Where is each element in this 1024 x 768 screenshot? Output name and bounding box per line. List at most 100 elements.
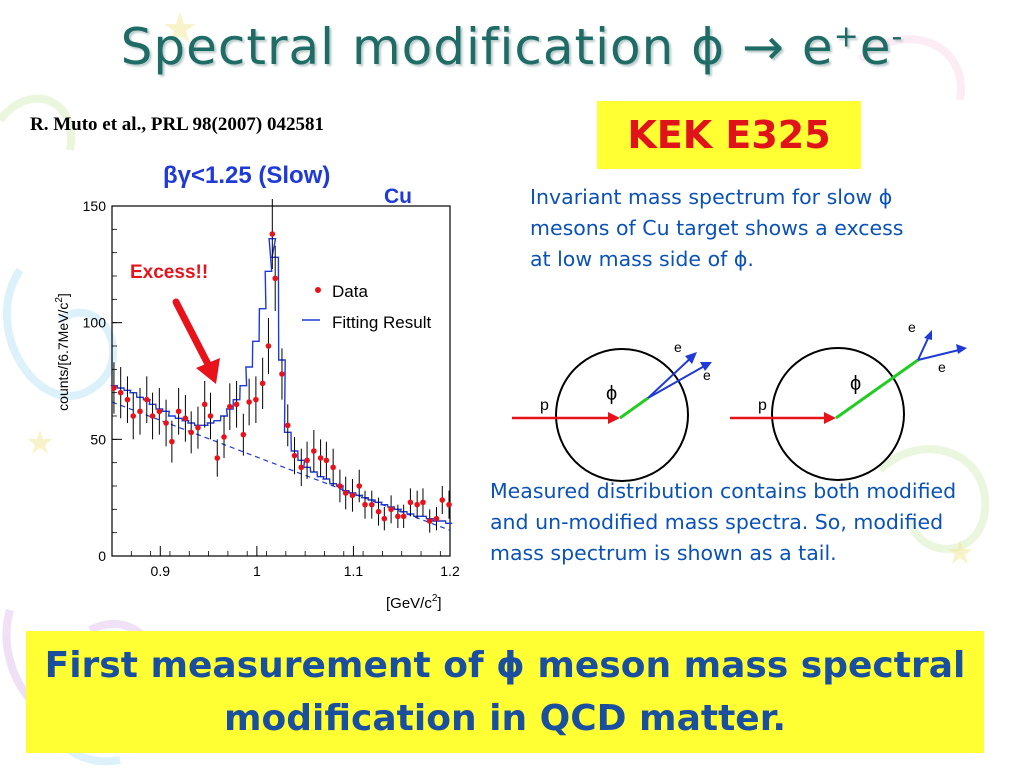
plot-frame [111,205,451,557]
y-axis-label-superscript: 2 [54,297,65,303]
electron-arrowhead-left-2 [700,362,712,371]
data-point [201,401,208,408]
data-point [253,396,259,403]
data-point [284,422,291,429]
phi-track-right [835,358,919,420]
data-point [311,448,317,454]
data-point [182,415,189,422]
data-point [375,508,382,515]
proton-arrowhead-right [824,412,836,424]
phi-label-right: ϕ [850,373,861,395]
data-point [291,452,298,459]
data-point [195,424,201,431]
title-text-e: e [859,18,892,76]
data-point [269,231,276,237]
data-point [169,438,175,445]
data-point [433,515,440,522]
data-point [259,380,266,387]
data-point [246,399,252,405]
data-point [368,501,375,508]
electron-label-right-2: e [938,359,946,375]
electron-arrowhead-right-1 [924,330,932,340]
legend-fit-label: Fitting Result [332,313,431,332]
reference-citation: R. Muto et al., PRL 98(2007) 042581 [30,114,324,135]
data-point [240,431,247,438]
excess-annotation: Excess!! [130,262,208,283]
data-point [279,371,285,377]
data-point [130,413,137,419]
legend-data-label: Data [332,282,368,301]
electron-track-right-2 [917,348,964,361]
data-point [143,396,150,403]
x-tick-label: 1.1 [344,563,364,579]
y-tick-label: 100 [83,315,107,331]
data-point [149,413,156,419]
y-tick-label: 0 [98,548,106,564]
slide-title: Spectral modification ϕ → e+e- [0,18,1024,76]
electron-label-right-1: e [908,319,916,335]
data-point [137,408,143,415]
experiment-badge: KEK E325 [597,101,861,169]
data-point [272,275,279,282]
proton-arrowhead-left [608,412,620,424]
data-point [304,457,310,464]
data-point [221,434,227,440]
data-point [420,499,426,506]
condition-label: βγ<1.25 (Slow) [163,162,330,189]
fit-curve [110,238,453,524]
x-axis-label-superscript: 2 [432,593,438,604]
electron-track-left-2 [647,363,709,399]
x-axis-label-end: ] [437,595,441,612]
proton-label-left: p [540,397,549,414]
title-text: Spectral modification ϕ → e [120,18,834,76]
proton-label-right: p [758,397,767,414]
nucleus-circle-right [771,347,905,481]
data-point [214,455,221,461]
description-bottom: Measured distribution contains both modi… [490,479,957,565]
data-point [426,518,433,524]
phi-label-left: ϕ [606,383,617,405]
x-axis-label-text: [GeV/c [386,595,432,612]
data-point [446,501,452,508]
data-point [227,403,233,410]
data-point [317,455,324,461]
excess-arrow-head [196,358,220,384]
data-point [323,457,330,464]
electron-arrowhead-right-2 [956,344,967,354]
nucleus-circle-left [555,348,689,482]
data-point [175,408,182,415]
diagram-decay-inside: p ϕ e e [512,339,712,482]
phi-track-left [619,396,649,420]
y-axis-label-text: counts/[6.7MeV/c [55,303,71,411]
electron-label-left-1: e [674,339,682,355]
data-point [163,420,169,426]
x-tick-label: 1 [253,563,261,579]
data-point [342,490,349,496]
data-point [400,513,407,520]
data-point [233,401,240,408]
data-point [381,515,388,522]
data-point [388,506,394,513]
conclusion-box: First measurement of ϕ meson mass spectr… [26,631,984,753]
data-point [330,464,336,471]
data-point [362,501,368,508]
data-point [395,513,401,520]
data-point [356,483,363,489]
data-point [188,429,194,436]
data-point [349,492,356,499]
title-superscript-minus: - [891,19,904,55]
legend-data-marker [315,287,321,293]
target-label: Cu [384,185,412,208]
x-axis-label: [GeV/c2] [386,593,442,612]
description-top: Invariant mass spectrum for slow ϕ meson… [530,185,904,271]
data-point [407,499,414,506]
x-tick-label: 0.9 [151,563,171,579]
diagram-decay-outside: p ϕ e e [730,319,967,481]
data-point [156,408,163,415]
x-tick-label: 1.2 [440,563,460,579]
data-point [414,501,420,508]
data-point [111,385,117,391]
data-point [207,413,214,419]
title-superscript-plus: + [833,19,860,55]
